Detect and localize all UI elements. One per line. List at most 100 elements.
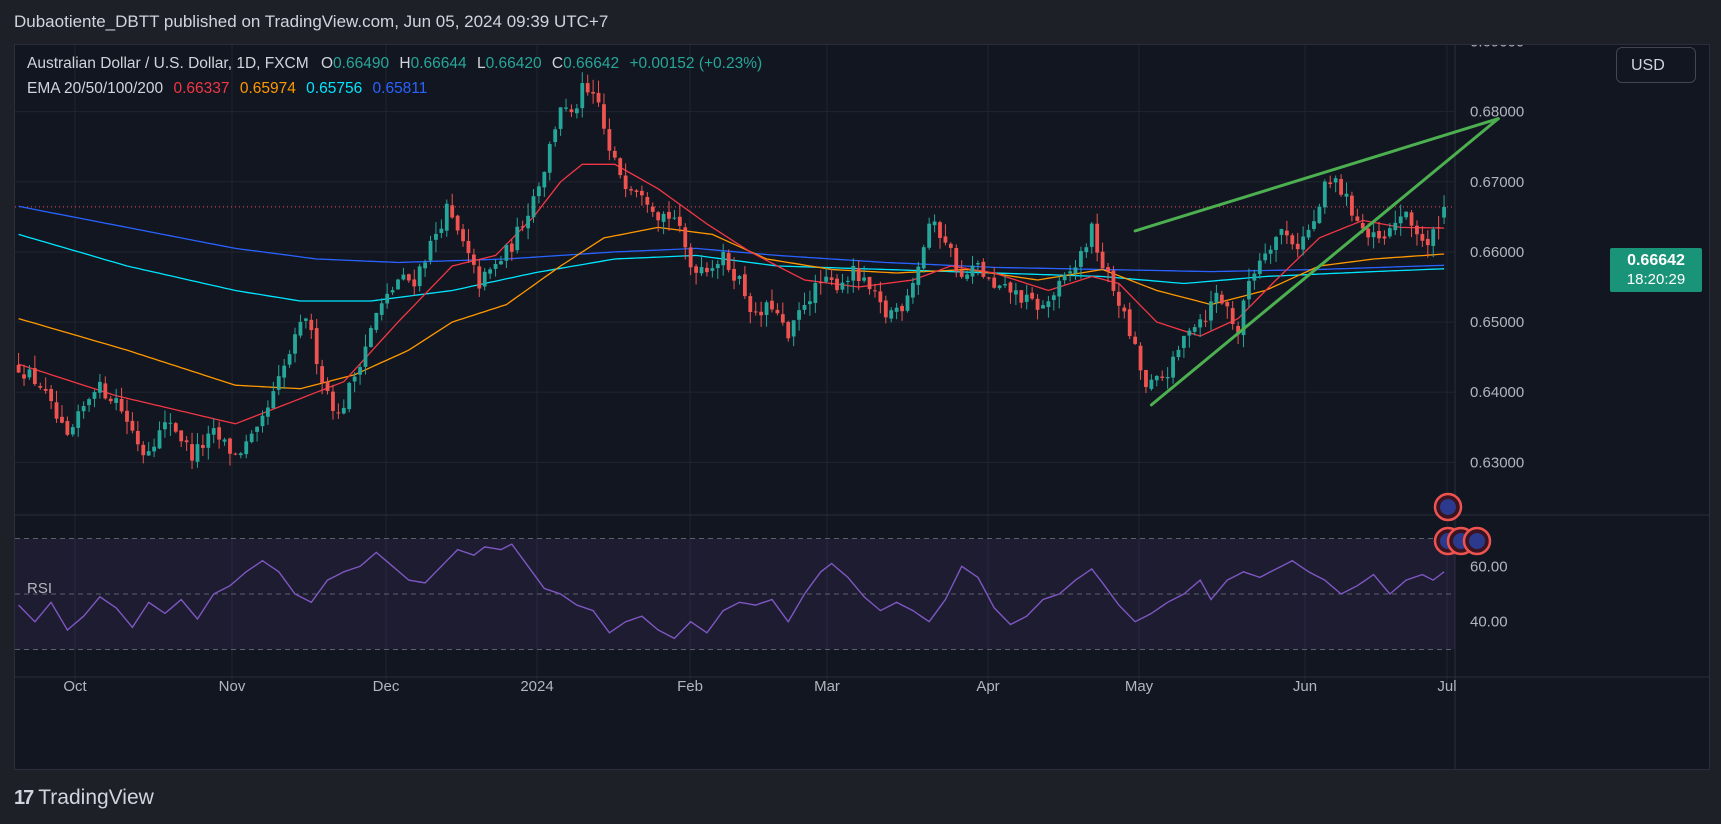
candle-body (244, 441, 249, 455)
candle-body (759, 311, 764, 316)
australia-event-flag-icon-inner (1440, 499, 1456, 515)
time-tick-label: Nov (219, 678, 246, 695)
candle-body (179, 430, 184, 442)
ema-label[interactable]: EMA 20/50/100/200 (27, 80, 164, 97)
candle-body (694, 266, 698, 273)
candle-body (190, 444, 194, 461)
candle-body (1219, 294, 1224, 304)
candle-body (390, 290, 395, 293)
candle-body (813, 283, 818, 304)
price-tick-label: 0.65000 (1470, 314, 1524, 331)
candle-body (309, 319, 314, 331)
candle-body (1073, 267, 1078, 274)
chart-panel[interactable]: 0.69000 0.68000 0.67000 0.66000 0.65000 0.640… (14, 44, 1710, 770)
candle-body (873, 290, 877, 292)
candle-body (1257, 260, 1262, 275)
candle-body (1360, 222, 1365, 229)
candle-body (1122, 307, 1127, 312)
candle-body (585, 83, 590, 93)
candle-body (1203, 320, 1208, 322)
time-tick-label: Mar (814, 678, 840, 695)
high-label: H (399, 55, 411, 72)
candle-body (976, 263, 980, 265)
candle-body (629, 189, 633, 191)
candle-body (379, 303, 384, 315)
candle-body (1068, 271, 1072, 274)
candle-body (1209, 301, 1213, 321)
candle-body (634, 190, 639, 192)
candle-body (1279, 229, 1284, 235)
candle-body (997, 285, 1002, 289)
time-tick-label: Jun (1293, 678, 1317, 695)
candle-body (737, 276, 742, 279)
candle-body (564, 107, 568, 109)
low-label: L (476, 55, 486, 72)
candle-body (851, 265, 856, 281)
candle-body (499, 261, 503, 265)
candle-body (1187, 330, 1192, 336)
candle-body (1100, 251, 1105, 269)
ema100-value: 0.65756 (306, 80, 363, 97)
rsi-tick-label: 60.00 (1470, 558, 1508, 575)
candle-body (32, 368, 37, 385)
candle-body (1366, 228, 1371, 238)
candle-body (1160, 376, 1165, 378)
time-tick-label: May (1125, 678, 1154, 695)
low-value: 0.66420 (485, 55, 542, 72)
footer-brand[interactable]: 17 TradingView (14, 786, 154, 810)
candle-body (1328, 182, 1333, 185)
candle-body (1057, 280, 1062, 297)
candle-body (553, 129, 558, 143)
candle-body (1306, 229, 1311, 238)
candle-body (1214, 292, 1219, 303)
chart-canvas[interactable]: 0.69000 0.68000 0.67000 0.66000 0.65000 0.640… (15, 45, 1710, 770)
candle-body (883, 300, 888, 318)
candle-body (141, 444, 146, 456)
candle-body (423, 262, 427, 269)
ema-legend: EMA 20/50/100/200 0.66337 0.65974 0.6575… (27, 80, 427, 98)
candle-body (1133, 336, 1138, 344)
candle-body (49, 388, 54, 402)
candle-body (818, 282, 823, 284)
candle-body (845, 280, 850, 282)
candle-body (1144, 369, 1148, 388)
candle-body (835, 278, 839, 291)
candle-body (1046, 301, 1051, 308)
candle-body (856, 268, 861, 282)
candle-body (932, 221, 937, 226)
close-value: 0.66642 (563, 55, 620, 72)
candle-body (233, 453, 238, 455)
candle-body (206, 433, 211, 448)
candle-body (574, 108, 579, 114)
symbol-title[interactable]: Australian Dollar / U.S. Dollar, 1D, FXC… (27, 55, 309, 72)
candle-body (1106, 267, 1110, 272)
candle-body (43, 388, 48, 391)
candle-body (1431, 229, 1436, 246)
candle-body (1084, 247, 1089, 253)
candle-body (1322, 181, 1327, 208)
candle-body (992, 277, 997, 288)
candle-body (921, 247, 926, 269)
candle-body (152, 446, 156, 452)
candle-body (748, 296, 753, 312)
candle-body (1333, 178, 1338, 183)
candle-body (824, 276, 829, 282)
candle-body (331, 391, 335, 412)
candle-body (320, 366, 325, 383)
rsi-pane-label[interactable]: RSI (27, 580, 53, 597)
candle-body (163, 422, 167, 430)
high-value: 0.66644 (410, 55, 467, 72)
candle-body (742, 274, 747, 297)
candle-body (146, 451, 151, 456)
candle-body (417, 266, 422, 287)
candle-body (1268, 249, 1273, 254)
price-tick-label: 0.67000 (1470, 174, 1524, 191)
candle-body (780, 314, 785, 323)
candle-body (38, 386, 43, 388)
currency-button[interactable]: USD (1616, 47, 1696, 83)
candle-body (1350, 195, 1354, 216)
candle-body (428, 240, 433, 261)
candle-body (1171, 356, 1175, 378)
candle-body (1404, 211, 1409, 218)
candle-body (184, 440, 189, 443)
